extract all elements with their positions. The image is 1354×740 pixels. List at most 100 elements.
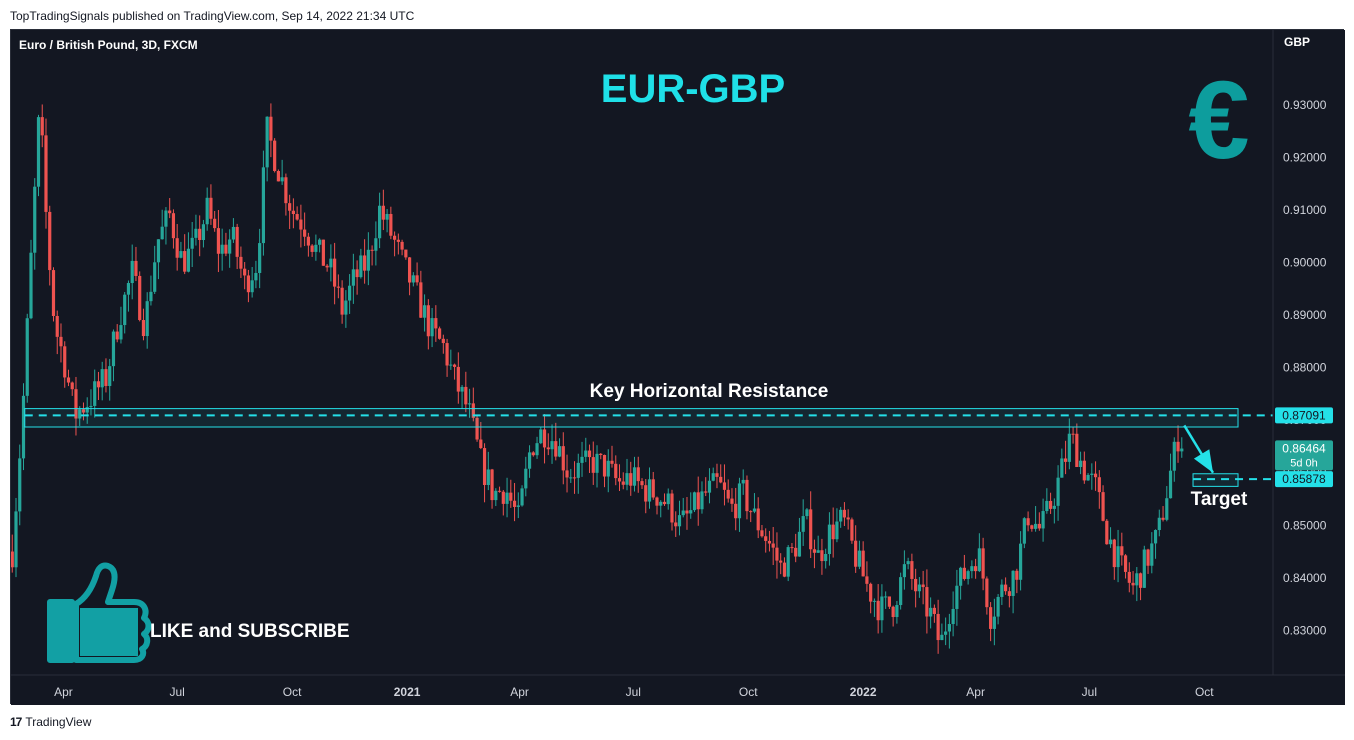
candle-body (884, 596, 888, 598)
candle-body (775, 547, 779, 561)
chart-canvas[interactable]: 0.93000 0.92000 0.91000 0.90000 0.89000 0.880… (10, 30, 1345, 705)
candle-body (1172, 441, 1176, 471)
candle-body (269, 116, 273, 141)
candle-body (767, 540, 772, 544)
candle-body (764, 536, 768, 541)
candle-body (565, 470, 569, 478)
candle-body (531, 452, 535, 456)
candle-body (996, 596, 1000, 617)
candle-body (486, 469, 490, 485)
candle-body (947, 624, 951, 632)
candle-body (659, 501, 663, 506)
candle-body (857, 550, 862, 567)
candle-body (228, 239, 232, 254)
candle-body (700, 491, 704, 510)
candle-body (201, 224, 206, 241)
candle-body (606, 460, 610, 477)
candle-body (779, 560, 783, 563)
candle-body (59, 336, 63, 347)
footer-brand[interactable]: TradingView (25, 715, 92, 729)
candle-body (1063, 458, 1068, 462)
candle-body (726, 489, 730, 499)
candle-body (640, 481, 644, 486)
candle-body (475, 417, 479, 440)
candle-body (861, 550, 865, 577)
candle-body (149, 291, 153, 302)
footer: 17 TradingView (10, 715, 91, 729)
candle-body (497, 490, 502, 492)
candle-body (44, 135, 48, 212)
candle-body (730, 498, 734, 504)
candle-body (115, 331, 119, 340)
x-tick-label: Oct (1195, 685, 1214, 699)
candle-body (411, 275, 415, 283)
candle-body (809, 509, 813, 550)
candle-body (452, 364, 457, 367)
candle-body (662, 501, 667, 505)
candle-body (1165, 498, 1169, 520)
publish-header: TopTradingSignals published on TradingVi… (10, 9, 415, 23)
y-tick-label: 0.91000 (1283, 203, 1327, 217)
candle-body (576, 462, 580, 478)
candle-body (651, 479, 655, 498)
candle-body (831, 524, 835, 540)
candle-body (974, 566, 978, 572)
y-tick-label: 0.83000 (1283, 623, 1327, 637)
candle-body (666, 493, 670, 505)
candle-body (1007, 591, 1011, 596)
candle-body (745, 479, 749, 512)
candle-body (1127, 571, 1131, 583)
candle-body (752, 508, 757, 512)
candle-body (299, 219, 303, 230)
candle-body (156, 239, 161, 263)
candle-body (321, 239, 325, 266)
candle-body (96, 381, 101, 388)
x-tick-label: Apr (510, 685, 529, 699)
candle-body (441, 338, 445, 344)
candle-body (85, 407, 89, 413)
candle-body (48, 211, 52, 271)
candle-body (906, 561, 910, 565)
candle-body (404, 249, 408, 258)
candle-body (572, 477, 577, 479)
candle-body (1168, 470, 1173, 499)
candle-body (992, 616, 996, 629)
target-label: Target (1191, 489, 1248, 510)
current-price-tag-bg (1275, 440, 1333, 471)
candle-body (955, 585, 959, 609)
thumbs-up-icon[interactable] (47, 562, 152, 663)
candle-body (74, 389, 78, 419)
countdown-text: 5d 0h (1290, 457, 1318, 469)
candle-body (378, 205, 382, 239)
candle-body (134, 260, 138, 276)
candle-body (655, 497, 659, 506)
candle-body (1176, 441, 1180, 452)
candle-body (1112, 539, 1116, 568)
candle-body (119, 325, 123, 340)
candle-body (677, 515, 682, 527)
candle-body (1093, 473, 1098, 478)
candle-body (869, 583, 873, 602)
candle-body (66, 377, 71, 383)
y-tick-label: 0.92000 (1283, 150, 1327, 164)
candle-body (336, 286, 340, 288)
candle-body (944, 631, 948, 635)
candle-body (1131, 582, 1135, 586)
candle-body (25, 318, 29, 396)
candle-body (291, 210, 295, 215)
candle-body (704, 491, 708, 493)
candle-body (1086, 474, 1090, 481)
candle-body (40, 117, 44, 136)
candle-body (1138, 573, 1143, 588)
y-tick-label: 0.88000 (1283, 361, 1327, 375)
candle-body (303, 229, 307, 237)
candle-body (1019, 543, 1023, 580)
candle-body (471, 403, 475, 418)
candle-body (824, 554, 828, 562)
candle-body (254, 272, 258, 281)
candle-body (1033, 523, 1038, 529)
candle-body (1101, 492, 1105, 521)
candle-body (689, 510, 693, 514)
resistance-zone (24, 408, 1239, 428)
candle-body (138, 275, 142, 321)
